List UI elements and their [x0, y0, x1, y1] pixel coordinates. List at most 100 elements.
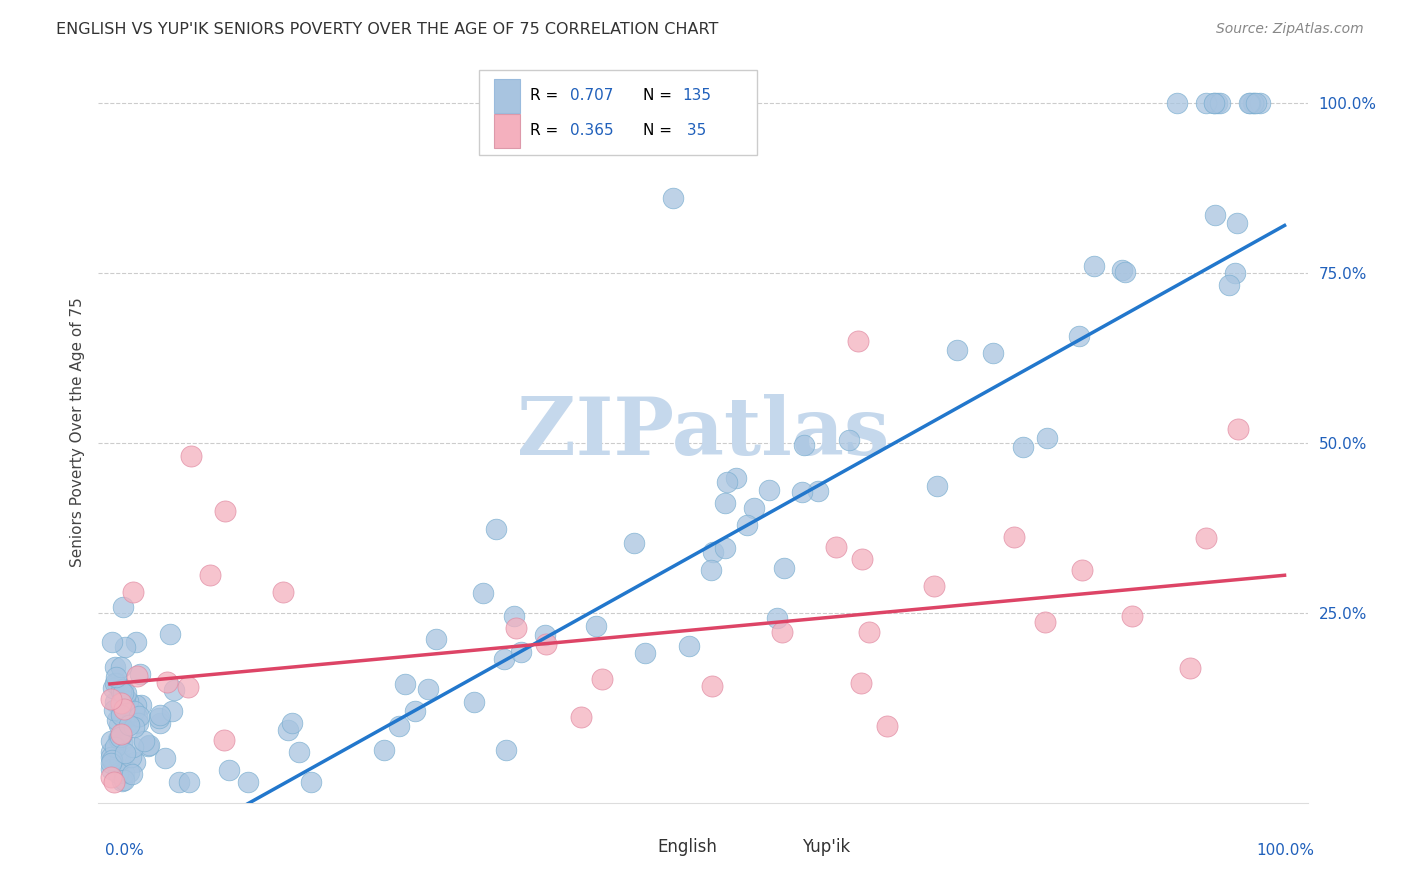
Point: [849, 675, 872, 690]
Point: [200, 568, 222, 582]
Point: [155, 751, 177, 765]
Point: [110, 708, 132, 723]
Point: [793, 438, 815, 452]
Point: [108, 718, 131, 732]
Point: [1205, 96, 1227, 111]
Point: [825, 541, 848, 555]
Point: [100, 770, 122, 784]
Point: [699, 563, 721, 577]
Point: [136, 739, 159, 753]
Point: [569, 710, 592, 724]
Point: [129, 666, 152, 681]
Point: [1204, 208, 1226, 222]
Text: 100.0%: 100.0%: [1257, 843, 1315, 858]
Point: [104, 739, 127, 754]
Point: [138, 738, 160, 752]
Bar: [494, 114, 520, 147]
Point: [100, 763, 122, 777]
Point: [156, 675, 179, 690]
Point: [945, 343, 967, 358]
Point: [108, 753, 131, 767]
Point: [922, 579, 945, 593]
Point: [735, 518, 758, 533]
Point: [108, 698, 131, 713]
Bar: [624, 847, 654, 870]
Point: [1083, 259, 1105, 273]
Point: [838, 433, 860, 447]
Point: [591, 673, 613, 687]
Point: [110, 660, 132, 674]
Point: [981, 346, 1004, 360]
Text: Source: ZipAtlas.com: Source: ZipAtlas.com: [1216, 22, 1364, 37]
Point: [125, 709, 148, 723]
Point: [114, 640, 136, 654]
Point: [724, 470, 747, 484]
Point: [792, 484, 814, 499]
Point: [107, 732, 129, 747]
Point: [122, 705, 145, 719]
Point: [388, 718, 411, 732]
Point: [125, 698, 148, 712]
Point: [159, 626, 181, 640]
Text: 135: 135: [682, 88, 711, 103]
Point: [1243, 96, 1265, 111]
Point: [104, 695, 127, 709]
Point: [1202, 96, 1225, 111]
Point: [132, 734, 155, 748]
Point: [1067, 328, 1090, 343]
Point: [585, 619, 607, 633]
Point: [111, 691, 134, 706]
Text: 35: 35: [682, 123, 707, 138]
Point: [1226, 216, 1249, 230]
Point: [104, 660, 127, 674]
Point: [101, 753, 124, 767]
Point: [1223, 266, 1246, 280]
Point: [111, 774, 134, 789]
Point: [494, 651, 516, 665]
Point: [149, 715, 172, 730]
Point: [662, 191, 685, 205]
Point: [122, 720, 145, 734]
Text: N =: N =: [643, 88, 676, 103]
Point: [744, 501, 766, 516]
Point: [534, 628, 557, 642]
Point: [214, 733, 236, 747]
Point: [114, 690, 136, 705]
Point: [1012, 440, 1035, 454]
Point: [148, 711, 170, 725]
Point: [281, 716, 304, 731]
Bar: [494, 79, 520, 112]
Point: [218, 763, 240, 777]
Point: [277, 723, 299, 737]
Text: ZIPatlas: ZIPatlas: [517, 393, 889, 472]
Text: English: English: [657, 838, 717, 856]
Point: [117, 717, 139, 731]
Point: [1246, 96, 1268, 111]
Point: [848, 334, 870, 348]
Point: [111, 727, 134, 741]
Point: [534, 637, 557, 651]
Point: [1111, 263, 1133, 277]
Point: [1239, 96, 1261, 111]
Point: [770, 624, 793, 639]
Point: [112, 712, 135, 726]
Point: [105, 676, 128, 690]
Point: [495, 743, 517, 757]
Point: [1195, 96, 1218, 111]
Point: [373, 743, 395, 757]
Bar: [769, 847, 799, 870]
Point: [117, 694, 139, 708]
Point: [1218, 277, 1240, 292]
Point: [236, 775, 259, 789]
Point: [163, 683, 186, 698]
Point: [634, 646, 657, 660]
Point: [110, 683, 132, 698]
Point: [714, 541, 737, 556]
Point: [111, 685, 134, 699]
Point: [122, 585, 145, 599]
Point: [404, 704, 426, 718]
Point: [1002, 530, 1025, 544]
Point: [1237, 96, 1260, 111]
Point: [807, 484, 830, 499]
Point: [121, 739, 143, 754]
